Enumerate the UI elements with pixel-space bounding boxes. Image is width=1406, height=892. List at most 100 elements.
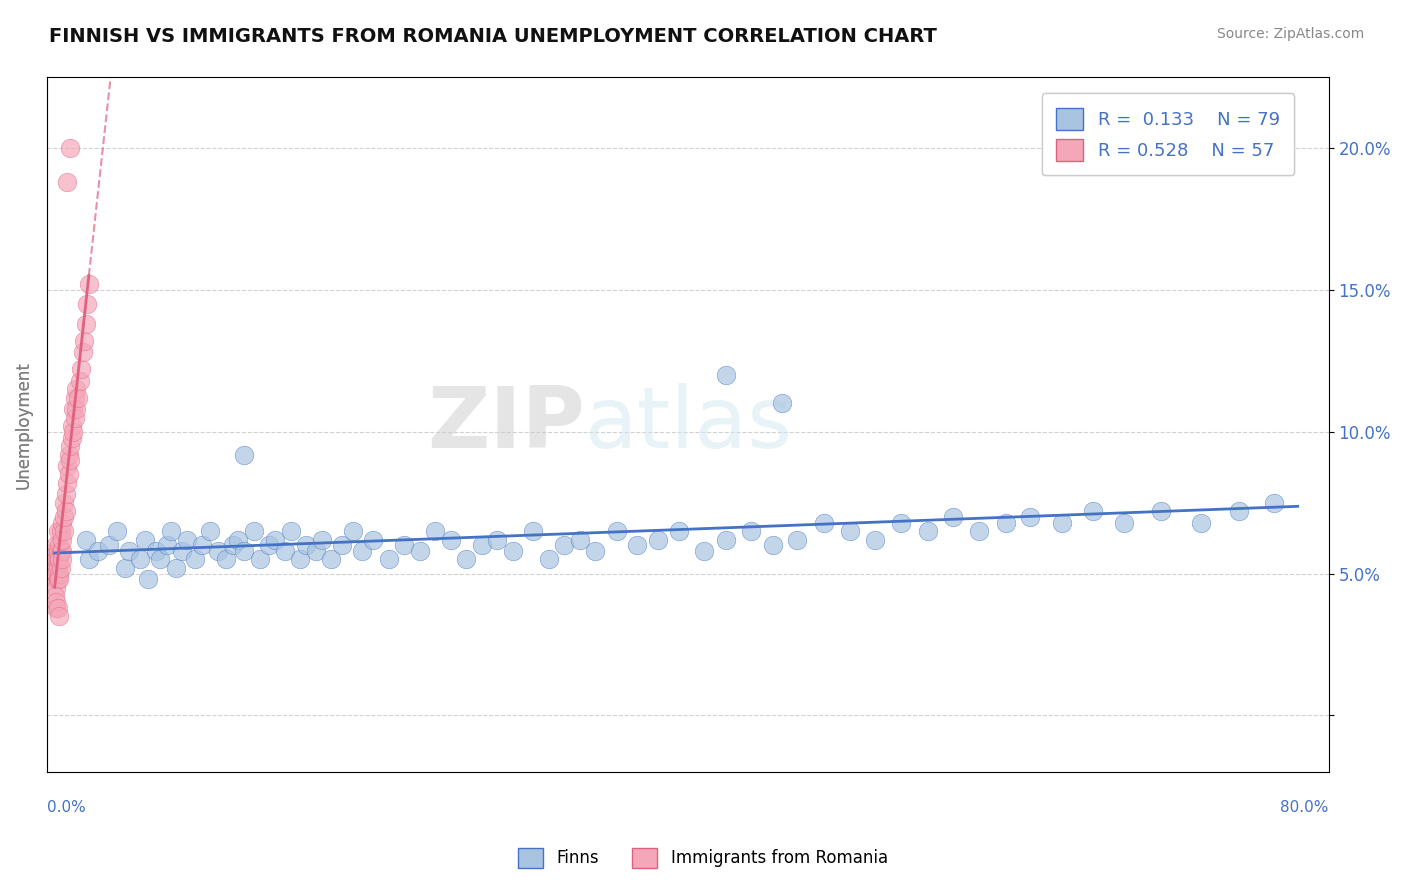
Point <box>44 544 66 558</box>
Point <box>44 572 66 586</box>
Point <box>44 566 66 581</box>
Point <box>46 572 69 586</box>
Point <box>502 544 524 558</box>
Point <box>51 552 73 566</box>
Point <box>65 382 87 396</box>
Point <box>77 552 100 566</box>
Point <box>942 509 965 524</box>
Point <box>207 544 229 558</box>
Point <box>46 544 69 558</box>
Point <box>537 552 560 566</box>
Point <box>48 566 70 581</box>
Point <box>1263 496 1285 510</box>
Point <box>1227 504 1250 518</box>
Point <box>786 533 808 547</box>
Point <box>693 544 716 558</box>
Point <box>59 453 82 467</box>
Point <box>75 533 97 547</box>
Point <box>49 544 72 558</box>
Text: atlas: atlas <box>585 384 793 467</box>
Point <box>311 533 333 547</box>
Point <box>342 524 364 538</box>
Point <box>409 544 432 558</box>
Point <box>44 561 66 575</box>
Text: ZIP: ZIP <box>427 384 585 467</box>
Point <box>394 538 416 552</box>
Point <box>352 544 374 558</box>
Point <box>46 600 69 615</box>
Point <box>222 538 245 552</box>
Point <box>176 533 198 547</box>
Point <box>118 544 141 558</box>
Point <box>626 538 648 552</box>
Point <box>98 538 121 552</box>
Point <box>486 533 509 547</box>
Point <box>280 524 302 538</box>
Point <box>56 175 79 189</box>
Point <box>63 410 86 425</box>
Text: 80.0%: 80.0% <box>1281 800 1329 815</box>
Point <box>56 475 79 490</box>
Point <box>377 552 399 566</box>
Point <box>522 524 544 538</box>
Point <box>226 533 249 547</box>
Point <box>62 402 84 417</box>
Legend: Finns, Immigrants from Romania: Finns, Immigrants from Romania <box>512 841 894 875</box>
Point <box>1050 516 1073 530</box>
Point <box>440 533 463 547</box>
Point <box>55 487 77 501</box>
Point <box>58 467 80 482</box>
Point <box>839 524 862 538</box>
Point <box>51 516 73 530</box>
Point <box>890 516 912 530</box>
Point <box>72 345 94 359</box>
Point <box>1150 504 1173 518</box>
Point <box>191 538 214 552</box>
Point <box>456 552 478 566</box>
Point <box>48 609 70 624</box>
Point <box>606 524 628 538</box>
Point <box>46 552 69 566</box>
Point <box>994 516 1017 530</box>
Point <box>48 538 70 552</box>
Point <box>73 334 96 348</box>
Point <box>46 561 69 575</box>
Text: 0.0%: 0.0% <box>46 800 86 815</box>
Point <box>233 448 256 462</box>
Point <box>183 552 205 566</box>
Point <box>1189 516 1212 530</box>
Point <box>53 496 76 510</box>
Point <box>75 317 97 331</box>
Point <box>273 544 295 558</box>
Point <box>233 544 256 558</box>
Point <box>105 524 128 538</box>
Point <box>249 552 271 566</box>
Point <box>740 524 762 538</box>
Point <box>114 561 136 575</box>
Point <box>714 368 737 383</box>
Point <box>45 552 67 566</box>
Point <box>714 533 737 547</box>
Point <box>917 524 939 538</box>
Point <box>198 524 221 538</box>
Y-axis label: Unemployment: Unemployment <box>15 361 32 489</box>
Point <box>160 524 183 538</box>
Point <box>48 552 70 566</box>
Point <box>553 538 575 552</box>
Point <box>56 458 79 473</box>
Point <box>264 533 287 547</box>
Point <box>44 552 66 566</box>
Point <box>48 572 70 586</box>
Legend: R =  0.133    N = 79, R = 0.528    N = 57: R = 0.133 N = 79, R = 0.528 N = 57 <box>1042 94 1294 176</box>
Point <box>134 533 156 547</box>
Point <box>45 581 67 595</box>
Point <box>45 538 67 552</box>
Point <box>305 544 328 558</box>
Point <box>129 552 152 566</box>
Point <box>165 561 187 575</box>
Point <box>45 566 67 581</box>
Point <box>49 561 72 575</box>
Point <box>770 396 793 410</box>
Point <box>214 552 236 566</box>
Point <box>967 524 990 538</box>
